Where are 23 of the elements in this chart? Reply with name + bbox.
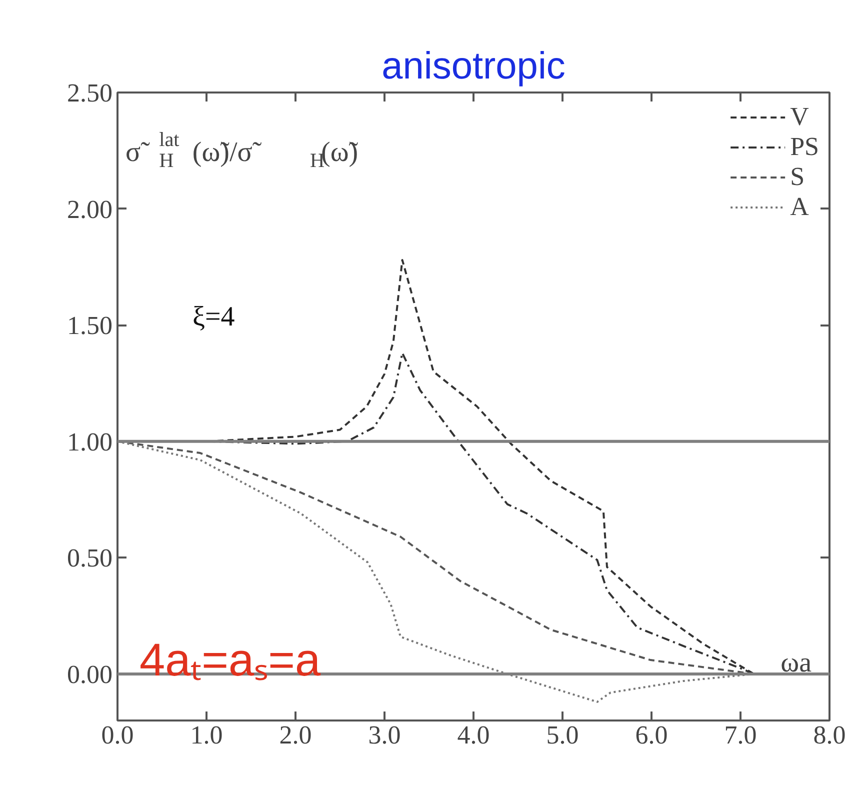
legend-label: A <box>790 192 810 222</box>
chart-title: anisotropic <box>382 46 566 88</box>
x-tick-label: 8.0 <box>813 720 846 750</box>
x-tick-label: 7.0 <box>724 720 757 750</box>
y-tick-label: 2.00 <box>67 194 112 224</box>
x-tick-label: 6.0 <box>635 720 668 750</box>
annotation: 4aₜ=aₛ=a <box>140 634 321 686</box>
x-tick-label: 0.0 <box>101 720 134 750</box>
x-axis-title: ωa <box>780 648 812 678</box>
x-tick-label: 4.0 <box>457 720 490 750</box>
legend-label: S <box>790 162 806 192</box>
x-tick-label: 3.0 <box>368 720 401 750</box>
x-tick-label: 2.0 <box>279 720 312 750</box>
y-tick-label: 0.50 <box>67 544 112 573</box>
y-tick-label: 1.00 <box>67 427 112 456</box>
legend-label: PS <box>790 132 819 162</box>
legend-label: V <box>790 102 810 132</box>
y-tick-label: 1.50 <box>67 311 112 340</box>
annotation: ξ=4 <box>192 302 235 332</box>
y-tick-label: 2.50 <box>67 78 112 108</box>
x-tick-label: 5.0 <box>546 720 579 750</box>
x-tick-label: 1.0 <box>190 720 223 750</box>
y-tick-label: 0.00 <box>67 660 112 689</box>
